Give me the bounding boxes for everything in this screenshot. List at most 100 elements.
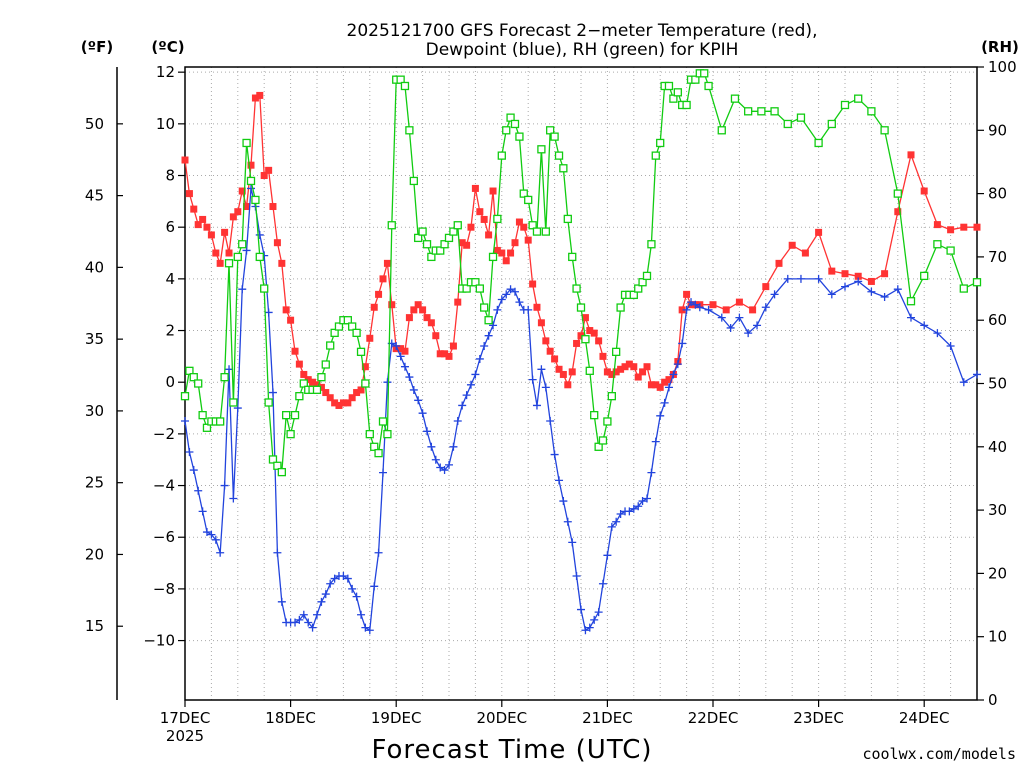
rh-point (797, 114, 804, 121)
temperature-point (762, 283, 769, 290)
temperature-point (591, 330, 598, 337)
axes (117, 67, 984, 707)
temperature-point (190, 206, 197, 213)
dewpoint-point (269, 389, 277, 397)
rh-point (292, 412, 299, 419)
temperature-point (384, 260, 391, 267)
dewpoint-point (973, 370, 981, 378)
temperature-point (560, 371, 567, 378)
dewpoint-point (797, 275, 805, 283)
rh-point (314, 386, 321, 393)
temperature-point (432, 332, 439, 339)
rh-point (322, 361, 329, 368)
rh-point (239, 241, 246, 248)
temperature-point (595, 337, 602, 344)
temperature-point (512, 239, 519, 246)
dewpoint-point (273, 549, 281, 557)
temperature-point (802, 250, 809, 257)
rh-point (401, 82, 408, 89)
rh-tick-label: 90 (988, 121, 1007, 139)
rh-point (604, 418, 611, 425)
x-tick-label: 23DEC (793, 709, 844, 727)
dewpoint-point (476, 355, 484, 363)
rh-point (481, 304, 488, 311)
temperature-point (265, 167, 272, 174)
rh-point (353, 329, 360, 336)
rh-point (921, 272, 928, 279)
temperature-point (234, 208, 241, 215)
temperature-point (476, 208, 483, 215)
dewpoint-point (652, 438, 660, 446)
chart-title-line1: 2025121700 GFS Forecast 2−meter Temperat… (347, 21, 818, 41)
temperature-point (974, 224, 981, 231)
chart-title-line2: Dewpoint (blue), RH (green) for KPIH (426, 40, 739, 60)
rh-tick-label: 30 (988, 501, 1007, 519)
temperature-point (789, 242, 796, 249)
rh-point (881, 127, 888, 134)
rh-point (560, 165, 567, 172)
temperature-point (283, 306, 290, 313)
dewpoint-point (542, 383, 550, 391)
tick-labels: 1520253035404550−10−8−6−4−20246810120102… (85, 58, 1017, 745)
rh-point (564, 215, 571, 222)
dewpoint-point (568, 538, 576, 546)
dewpoint-point (194, 487, 202, 495)
dewpoint-point (458, 401, 466, 409)
dewpoint-point (181, 417, 189, 425)
x-tick-sublabel: 2025 (166, 727, 204, 745)
dewpoint-point (590, 616, 598, 624)
rh-point (243, 139, 250, 146)
rh-point (221, 374, 228, 381)
rh-point (648, 241, 655, 248)
temperature-point (446, 353, 453, 360)
rh-point (278, 469, 285, 476)
dewpoint-point (762, 303, 770, 311)
rh-point (265, 399, 272, 406)
temperature-point (934, 221, 941, 228)
dewpoint-point (920, 321, 928, 329)
rh-tick-label: 50 (988, 375, 1007, 393)
dewpoint-point (656, 412, 664, 420)
dewpoint-point (480, 342, 488, 350)
dewpoint-point (493, 306, 501, 314)
rh-point (815, 139, 822, 146)
dewpoint-point (524, 306, 532, 314)
celsius-tick-label: 6 (165, 218, 175, 236)
temperature-point (525, 237, 532, 244)
temperature-point (599, 353, 606, 360)
dewpoint-point (599, 580, 607, 588)
temperature-point (375, 291, 382, 298)
temperature-point (388, 301, 395, 308)
dewpoint-point (454, 417, 462, 425)
celsius-tick-label: 0 (165, 373, 175, 391)
rh-point (248, 177, 255, 184)
rh-tick-label: 100 (988, 58, 1017, 76)
dewpoint-point (238, 285, 246, 293)
dewpoint-point (199, 507, 207, 515)
rh-point (261, 285, 268, 292)
rh-tick-label: 70 (988, 248, 1007, 266)
rh-point (525, 196, 532, 203)
dewpoint-point (379, 469, 387, 477)
rh-point (485, 317, 492, 324)
dewpoint-point (383, 378, 391, 386)
dewpoint-point (515, 298, 523, 306)
rh-point (327, 342, 334, 349)
x-axis-label: Forecast Time (UTC) (371, 735, 652, 765)
rh-point (683, 101, 690, 108)
rh-point (551, 133, 558, 140)
rh-point (665, 82, 672, 89)
temperature-point (212, 250, 219, 257)
temperature-point (296, 361, 303, 368)
rh-point (490, 253, 497, 260)
rh-point (569, 253, 576, 260)
temperature-point (683, 291, 690, 298)
temperature-point (217, 260, 224, 267)
rh-point (842, 101, 849, 108)
rh-point (406, 127, 413, 134)
x-tick-label: 18DEC (265, 709, 316, 727)
rh-point (287, 431, 294, 438)
rh-point (608, 393, 615, 400)
fahrenheit-tick-label: 15 (85, 617, 104, 635)
temperature-point (842, 270, 849, 277)
